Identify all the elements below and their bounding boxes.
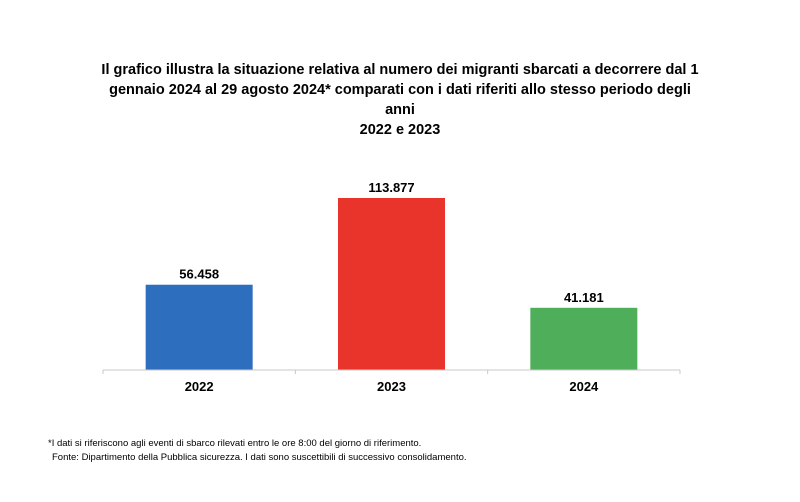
x-tick-label-2022: 2022 xyxy=(185,379,214,394)
chart-title: Il grafico illustra la situazione relati… xyxy=(100,60,700,140)
bar-2022 xyxy=(145,284,253,370)
chart-title-line-3: 2022 e 2023 xyxy=(359,122,441,138)
chart-title-line-2: gennaio 2024 al 29 agosto 2024* comparat… xyxy=(109,82,691,118)
footnotes: *I dati si riferiscono agli eventi di sb… xyxy=(48,437,467,465)
footnote-note: *I dati si riferiscono agli eventi di sb… xyxy=(48,438,422,449)
chart-title-line-1: Il grafico illustra la situazione relati… xyxy=(101,62,699,78)
bar-2024 xyxy=(530,307,638,370)
bar-value-label-2022: 56.458 xyxy=(179,267,219,282)
bar-value-label-2023: 113.877 xyxy=(368,180,414,195)
x-tick-label-2024: 2024 xyxy=(569,379,599,394)
bar-value-label-2024: 41.181 xyxy=(564,290,604,305)
footnote-source: Fonte: Dipartimento della Pubblica sicur… xyxy=(52,452,467,463)
x-tick-label-2023: 2023 xyxy=(377,379,406,394)
bar-2023 xyxy=(338,198,445,370)
